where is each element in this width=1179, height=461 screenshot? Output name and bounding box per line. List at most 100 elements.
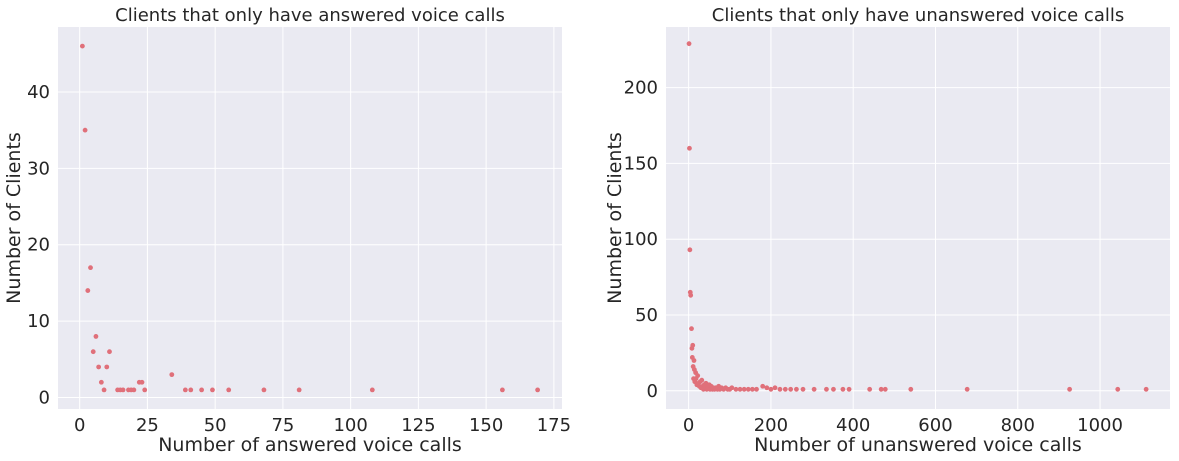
scatter-points: [79, 43, 541, 393]
data-point: [261, 387, 267, 393]
x-tick-label: 50: [204, 415, 227, 436]
data-point: [908, 386, 914, 392]
data-point: [846, 386, 852, 392]
data-point: [750, 386, 755, 392]
data-point: [188, 387, 194, 393]
y-axis-label: Number of Clients: [3, 132, 25, 304]
data-point: [85, 288, 91, 293]
y-tick-label: 30: [27, 158, 50, 179]
y-tick-label: 20: [27, 235, 50, 256]
x-tick-label: 0: [683, 415, 694, 436]
plot-area: [58, 27, 562, 409]
data-point: [729, 385, 735, 391]
data-point: [741, 386, 747, 392]
chart-unanswered: 0 200 400 600 800 1000 0 50 100 150 200 Clients th…: [604, 5, 1170, 456]
y-tick-label: 0: [647, 381, 658, 402]
y-tick-label: 150: [624, 153, 658, 174]
data-point: [689, 326, 694, 332]
y-tick-label: 200: [624, 78, 658, 99]
data-point: [499, 387, 505, 393]
data-point: [690, 342, 696, 348]
data-point: [788, 386, 794, 392]
data-point: [764, 385, 770, 391]
x-tick-label: 125: [401, 415, 435, 436]
x-tick-label: 75: [271, 415, 294, 436]
data-point: [1067, 386, 1073, 392]
data-point: [688, 292, 694, 298]
data-point: [687, 145, 692, 151]
data-point: [782, 386, 788, 392]
x-tick-label: 200: [754, 415, 788, 436]
data-point: [811, 386, 817, 392]
x-tick-label: 600: [918, 415, 952, 436]
data-point: [772, 385, 778, 391]
data-point: [824, 386, 829, 392]
scatter-points: [686, 41, 1149, 392]
data-point: [369, 387, 375, 393]
y-axis-label: Number of Clients: [604, 132, 626, 304]
y-tick-label: 40: [27, 82, 50, 103]
data-point: [98, 379, 104, 385]
data-point: [737, 386, 743, 392]
data-point: [686, 41, 692, 47]
data-point: [296, 387, 302, 393]
data-point: [733, 386, 739, 392]
data-point: [768, 386, 774, 392]
y-tick-label: 50: [635, 305, 658, 326]
data-point: [800, 386, 806, 392]
x-tick-label: 1000: [1077, 415, 1123, 436]
data-point: [882, 386, 888, 392]
plot-area: [666, 27, 1170, 409]
data-point: [104, 364, 110, 370]
x-axis-label: Number of unanswered voice calls: [754, 434, 1082, 456]
data-point: [1115, 386, 1121, 392]
data-point: [831, 386, 836, 392]
data-point: [794, 386, 799, 392]
x-tick-label: 100: [333, 415, 367, 436]
data-point: [754, 386, 759, 392]
data-point: [199, 387, 205, 393]
data-point: [88, 265, 93, 271]
x-axis-label: Number of answered voice calls: [158, 434, 462, 456]
data-point: [79, 43, 85, 49]
data-point: [695, 373, 701, 379]
x-tick-label: 800: [1001, 415, 1035, 436]
data-point: [107, 349, 112, 355]
x-tick-label: 400: [836, 415, 870, 436]
data-point: [120, 387, 126, 393]
y-tick-label: 0: [39, 388, 50, 409]
grid-lines: [666, 27, 1170, 409]
tick-labels: 0 200 400 600 800 1000 0 50 100 150 200: [624, 78, 1123, 436]
data-point: [82, 127, 88, 133]
chart-title: Clients that only have answered voice ca…: [115, 5, 505, 26]
data-point: [777, 386, 783, 392]
chart-answered: 0 25 50 75 100 125 150 175 0 10 20 30 40 Clients tha…: [3, 5, 571, 456]
x-tick-label: 0: [74, 415, 85, 436]
data-point: [226, 387, 232, 393]
data-point: [699, 377, 705, 383]
data-point: [169, 372, 175, 378]
data-point: [691, 358, 697, 363]
data-point: [90, 349, 96, 355]
data-point: [1143, 386, 1149, 392]
data-point: [840, 386, 846, 392]
data-point: [142, 387, 148, 393]
data-point: [867, 386, 873, 392]
y-tick-label: 100: [624, 229, 658, 250]
data-point: [139, 379, 145, 385]
data-point: [535, 387, 541, 393]
data-point: [96, 364, 102, 370]
grid-lines: [58, 27, 562, 409]
data-point: [745, 386, 751, 392]
data-point: [964, 386, 970, 392]
data-point: [131, 387, 137, 393]
x-tick-label: 25: [136, 415, 159, 436]
x-tick-label: 175: [537, 415, 571, 436]
data-point: [687, 247, 693, 253]
data-point: [210, 387, 215, 393]
tick-labels: 0 25 50 75 100 125 150 175 0 10 20 30 40: [27, 82, 571, 436]
chart-title: Clients that only have unanswered voice …: [712, 5, 1125, 26]
data-point: [760, 383, 766, 389]
data-point: [101, 387, 107, 393]
